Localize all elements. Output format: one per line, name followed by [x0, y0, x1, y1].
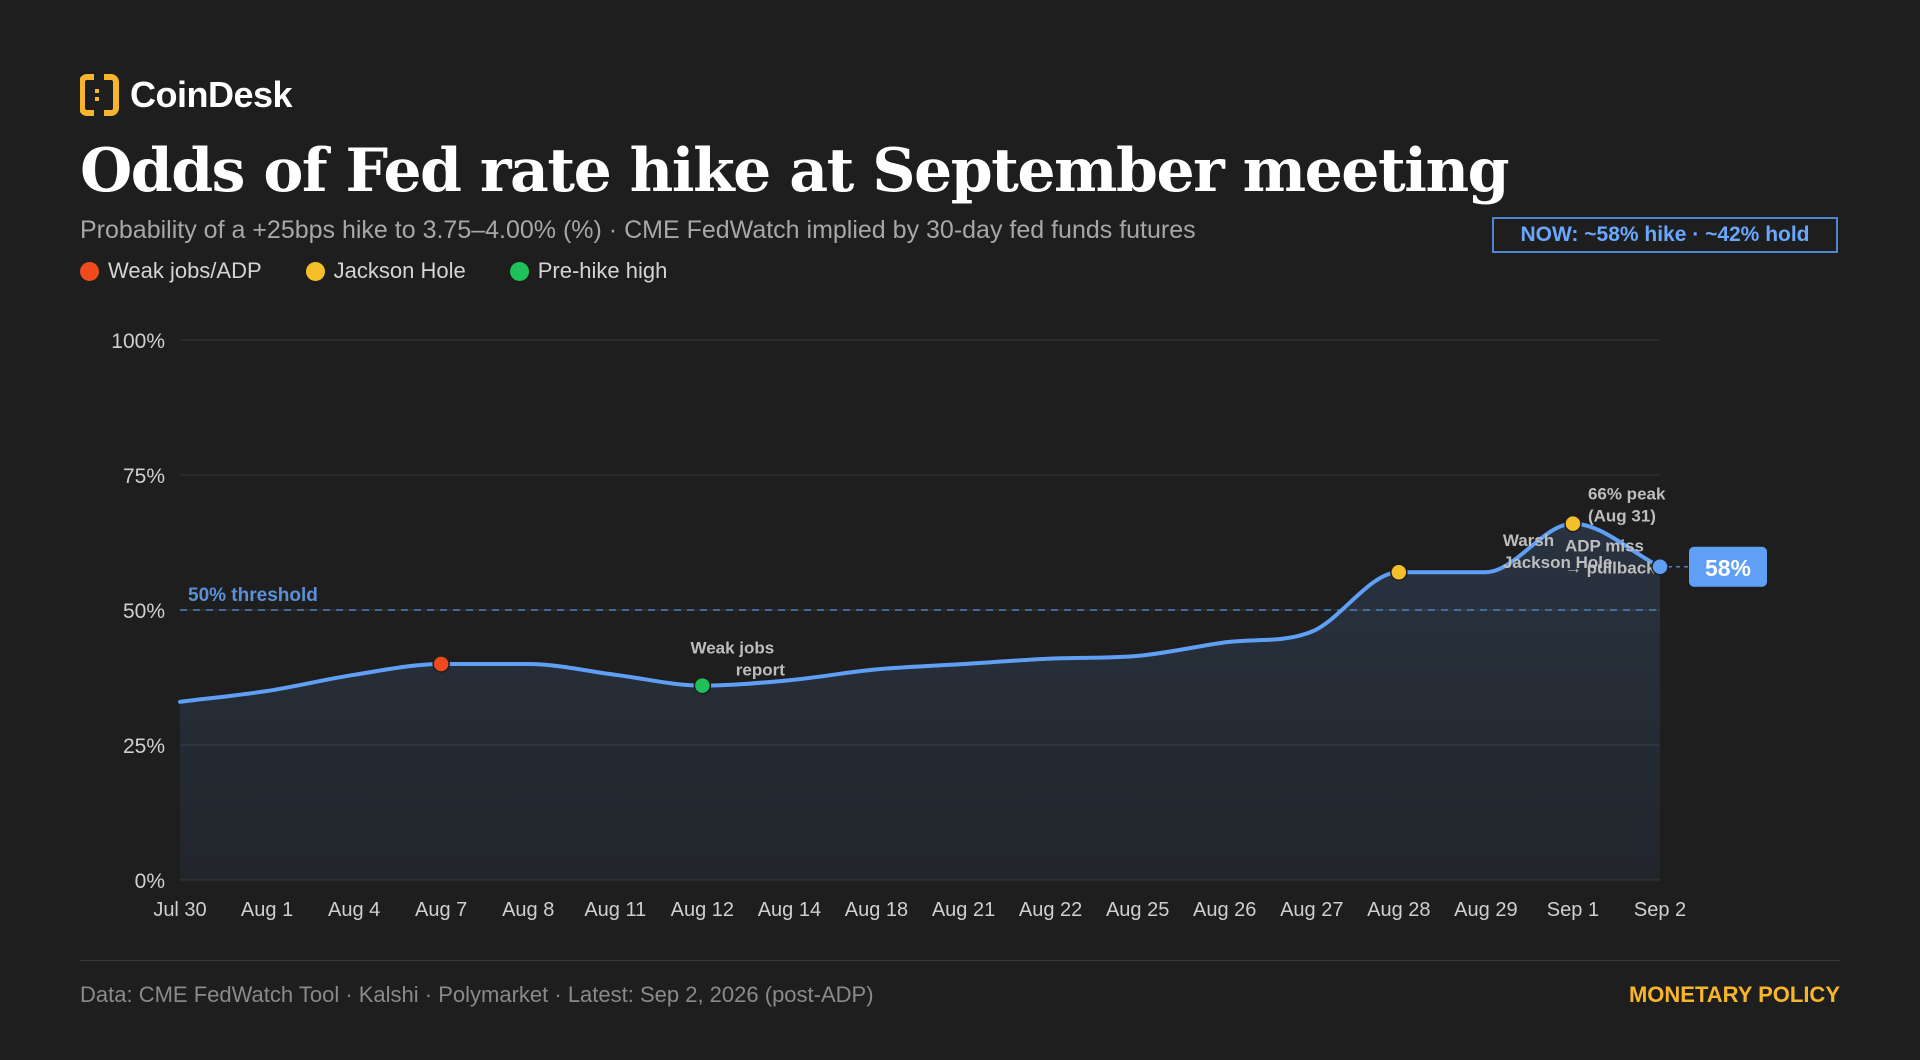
x-tick-label: Aug 1	[241, 899, 293, 921]
annotation-label: (Aug 31)	[1588, 507, 1656, 526]
y-tick-label: 0%	[135, 870, 165, 893]
brand-name: CoinDesk	[130, 74, 293, 115]
coindesk-logo: CoinDesk	[80, 74, 293, 116]
x-tick-label: Aug 12	[671, 899, 734, 921]
legend-dot-icon	[80, 261, 99, 281]
data-point-marker	[1564, 514, 1582, 533]
category-tag: MONETARY POLICY	[1628, 982, 1840, 1007]
threshold-label: 50% threshold	[188, 585, 318, 606]
x-tick-label: Aug 4	[328, 899, 380, 921]
data-point-marker	[1651, 558, 1669, 576]
x-tick-label: Aug 26	[1193, 899, 1256, 921]
x-tick-label: Aug 8	[502, 899, 554, 921]
annotation-label: → pullback	[1565, 559, 1656, 578]
x-tick-label: Aug 18	[845, 899, 908, 921]
legend-label: Jackson Hole	[333, 258, 466, 283]
end-value-label: 58%	[1705, 555, 1751, 581]
coindesk-brand-icon	[80, 74, 119, 116]
legend-label: Pre-hike high	[537, 258, 668, 283]
legend-dot-icon	[305, 261, 325, 281]
x-tick-label: Aug 21	[932, 899, 995, 921]
legend-item-jackson-hole: Jackson Hole	[305, 258, 466, 284]
chart-legend: Weak jobs/ADP Jackson Hole Pre-hike high	[80, 258, 667, 284]
series-area	[180, 523, 1660, 880]
y-tick-label: 25%	[123, 735, 165, 758]
annotation-label: 66% peak	[1588, 485, 1666, 504]
x-tick-label: Aug 11	[584, 899, 646, 921]
end-value-badge	[1689, 546, 1767, 587]
data-point-marker	[432, 655, 450, 673]
legend-item-weak-jobs: Weak jobs/ADP	[80, 258, 262, 284]
legend-item-pre-hike-high: Pre-hike high	[509, 258, 668, 284]
annotation-label: Jackson Hole	[1503, 553, 1613, 572]
y-tick-label: 50%	[123, 600, 165, 623]
y-tick-label: 75%	[123, 465, 165, 488]
legend-dot-icon	[509, 261, 529, 281]
line-chart: 0% 25% 50% 75% 100% Jul 30 Aug 1 Aug 4 Aug 7 Aug …	[111, 330, 1767, 921]
x-tick-label: Aug 25	[1106, 899, 1169, 921]
x-tick-label: Sep 1	[1547, 899, 1599, 921]
x-tick-label: Aug 28	[1367, 899, 1430, 921]
annotation-label: report	[736, 661, 785, 680]
legend-label: Weak jobs/ADP	[108, 258, 262, 283]
x-tick-label: Aug 22	[1019, 899, 1082, 921]
chart-subtitle: Probability of a +25bps hike to 3.75–4.0…	[80, 216, 1196, 244]
x-tick-label: Sep 2	[1634, 899, 1686, 921]
x-tick-label: Jul 30	[153, 899, 206, 921]
x-tick-label: Aug 7	[415, 899, 467, 921]
footer-divider	[80, 960, 1840, 961]
chart-title: Odds of Fed rate hike at September meeti…	[80, 136, 1510, 206]
data-point-marker	[693, 676, 712, 695]
x-tick-label: Aug 14	[758, 899, 821, 921]
now-badge: NOW: ~58% hike · ~42% hold	[1492, 217, 1838, 253]
x-tick-label: Aug 27	[1280, 899, 1343, 921]
annotation-label: Weak jobs	[690, 639, 774, 658]
footer-source: Data: CME FedWatch Tool · Kalshi · Polym…	[80, 982, 874, 1007]
annotation-label: Warsh	[1503, 531, 1554, 550]
annotation-label: ADP miss	[1565, 537, 1644, 556]
y-tick-label: 100%	[111, 330, 165, 353]
data-point-marker	[1390, 563, 1408, 581]
x-tick-label: Aug 29	[1454, 899, 1517, 921]
